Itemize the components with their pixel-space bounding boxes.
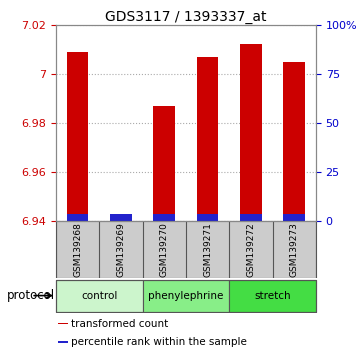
Bar bbox=[240, 45, 262, 221]
Bar bbox=[67, 52, 88, 221]
Text: stretch: stretch bbox=[254, 291, 291, 301]
Bar bbox=[110, 214, 132, 221]
Bar bbox=[58, 323, 68, 324]
Bar bbox=[58, 342, 68, 343]
Bar bbox=[283, 62, 305, 221]
Text: GSM139268: GSM139268 bbox=[73, 222, 82, 277]
Bar bbox=[240, 214, 262, 221]
Text: GSM139270: GSM139270 bbox=[160, 222, 169, 277]
FancyBboxPatch shape bbox=[143, 280, 229, 312]
Text: protocol: protocol bbox=[7, 289, 55, 302]
Text: control: control bbox=[81, 291, 117, 301]
Bar bbox=[110, 216, 132, 221]
FancyBboxPatch shape bbox=[56, 280, 143, 312]
Bar bbox=[197, 214, 218, 221]
Title: GDS3117 / 1393337_at: GDS3117 / 1393337_at bbox=[105, 10, 267, 24]
Text: GSM139269: GSM139269 bbox=[117, 222, 125, 277]
Text: percentile rank within the sample: percentile rank within the sample bbox=[71, 337, 247, 347]
Bar bbox=[283, 214, 305, 221]
Text: GSM139273: GSM139273 bbox=[290, 222, 299, 277]
Text: GSM139271: GSM139271 bbox=[203, 222, 212, 277]
Bar bbox=[67, 214, 88, 221]
Text: GSM139272: GSM139272 bbox=[247, 222, 255, 277]
Bar bbox=[153, 214, 175, 221]
Bar bbox=[153, 106, 175, 221]
Bar bbox=[197, 57, 218, 221]
Text: transformed count: transformed count bbox=[71, 319, 168, 329]
Text: phenylephrine: phenylephrine bbox=[148, 291, 223, 301]
FancyBboxPatch shape bbox=[229, 280, 316, 312]
